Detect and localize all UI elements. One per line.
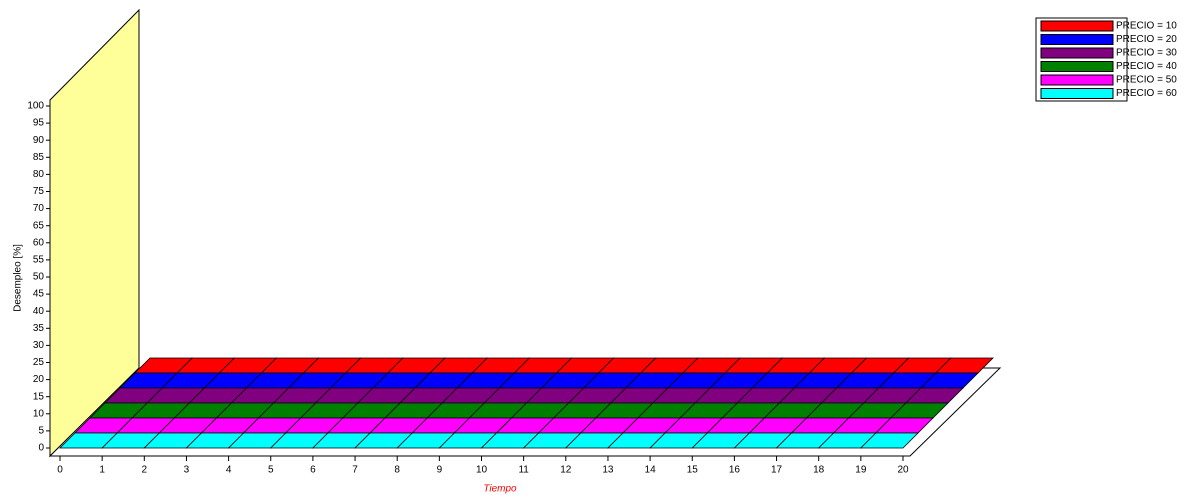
y-tick-label: 90 [33, 135, 45, 146]
x-tick-label: 16 [729, 465, 741, 476]
y-tick-label: 0 [38, 443, 44, 454]
legend-label: PRECIO = 50 [1116, 75, 1177, 86]
x-tick-label: 15 [687, 465, 699, 476]
y-tick-label: 45 [33, 289, 45, 300]
x-tick-label: 4 [226, 465, 232, 476]
legend-label: PRECIO = 10 [1116, 21, 1177, 32]
legend-swatch [1040, 20, 1114, 32]
y-tick-label: 10 [33, 408, 45, 419]
x-tick-label: 1 [99, 465, 105, 476]
legend-label: PRECIO = 40 [1116, 61, 1177, 72]
x-tick-label: 7 [352, 465, 358, 476]
legend-swatch [1040, 47, 1114, 59]
y-tick-label: 5 [38, 426, 44, 437]
x-tick-label: 2 [142, 465, 148, 476]
x-axis-title: Tiempo [483, 484, 517, 495]
y-tick-label: 70 [33, 203, 45, 214]
x-tick-label: 9 [437, 465, 443, 476]
x-tick-label: 18 [813, 465, 825, 476]
y-tick-label: 50 [33, 272, 45, 283]
x-tick-label: 13 [602, 465, 614, 476]
y-tick-label: 55 [33, 255, 45, 266]
x-tick-label: 14 [645, 465, 657, 476]
x-tick-label: 5 [268, 465, 274, 476]
x-tick-label: 12 [560, 465, 572, 476]
y-tick-label: 75 [33, 186, 45, 197]
y-tick-label: 65 [33, 220, 45, 231]
x-tick-label: 3 [184, 465, 190, 476]
x-tick-label: 10 [476, 465, 488, 476]
y-tick-label: 30 [33, 340, 45, 351]
y-axis-title: Desempleo [%] [13, 244, 24, 312]
legend-label: PRECIO = 30 [1116, 48, 1177, 59]
x-tick-label: 20 [897, 465, 909, 476]
y-tick-label: 85 [33, 152, 45, 163]
y-tick-label: 60 [33, 237, 45, 248]
y-tick-label: 95 [33, 118, 45, 129]
y-tick-label: 80 [33, 169, 45, 180]
x-tick-label: 19 [855, 465, 867, 476]
legend-swatch [1040, 61, 1114, 72]
y-tick-label: 20 [33, 374, 45, 385]
legend-label: PRECIO = 60 [1116, 88, 1177, 99]
x-tick-label: 17 [771, 465, 783, 476]
legend-swatch [1040, 34, 1114, 45]
legend-swatch [1040, 88, 1114, 99]
x-tick-label: 6 [310, 465, 316, 476]
y-tick-label: 25 [33, 357, 45, 368]
area-segment [859, 432, 919, 449]
x-tick-label: 11 [518, 465, 529, 476]
legend-swatch [1040, 74, 1114, 86]
x-tick-label: 0 [57, 465, 63, 476]
y-tick-label: 40 [33, 306, 45, 317]
legend [1035, 17, 1128, 102]
x-tick-label: 8 [394, 465, 400, 476]
y-tick-label: 35 [33, 323, 45, 334]
legend-label: PRECIO = 20 [1116, 34, 1177, 45]
y-tick-label: 15 [33, 391, 45, 402]
y-tick-label: 100 [27, 101, 44, 112]
